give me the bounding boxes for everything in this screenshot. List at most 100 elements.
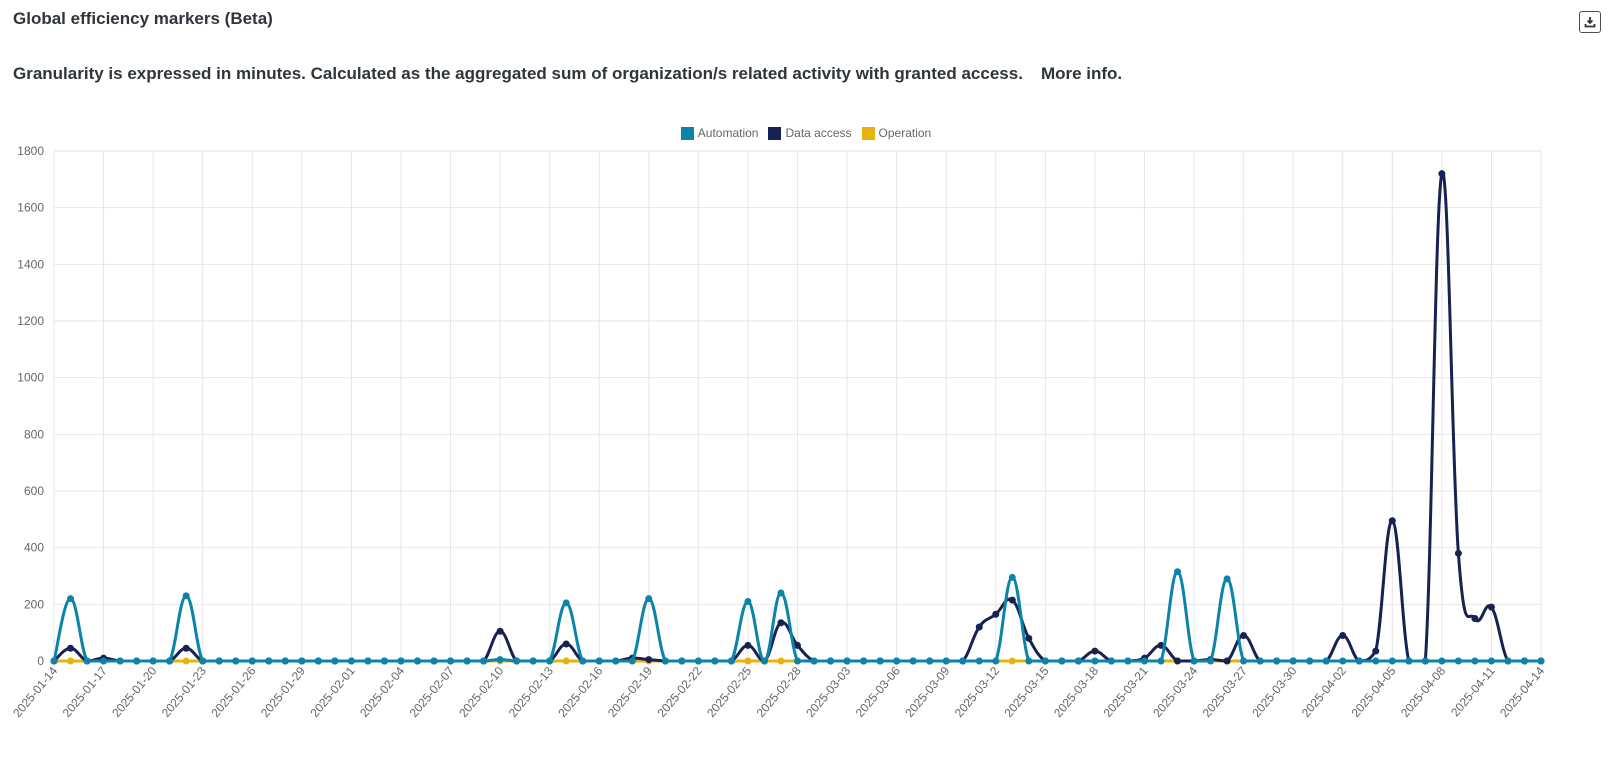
legend-item-automation[interactable]: Automation (680, 126, 759, 140)
x-tick-label: 2025-03-18 (1051, 664, 1101, 720)
data-point-automation (860, 657, 868, 665)
data-point-automation (1355, 657, 1363, 665)
legend-item-data-access[interactable]: Data access (768, 126, 852, 140)
y-tick-label: 800 (24, 427, 44, 441)
data-point-automation (232, 657, 240, 665)
data-point-automation (1091, 657, 1099, 665)
data-point-automation (347, 657, 355, 665)
data-point-automation (843, 657, 851, 665)
data-point-automation (1537, 657, 1545, 665)
data-point-data-access (1471, 615, 1479, 622)
data-point-operation (1008, 657, 1016, 665)
data-point-automation (727, 657, 735, 665)
data-point-automation (744, 598, 752, 605)
y-tick-label: 1400 (17, 257, 44, 271)
data-point-data-access (1438, 170, 1446, 178)
data-point-data-access (1372, 647, 1380, 655)
data-point-data-access (645, 656, 653, 664)
y-tick-label: 1800 (17, 144, 44, 158)
data-point-data-access (1240, 632, 1248, 639)
data-point-automation (364, 657, 372, 665)
x-tick-label: 2025-02-16 (555, 664, 605, 720)
data-point-automation (645, 595, 653, 603)
x-tick-label: 2025-03-27 (1200, 664, 1250, 720)
legend-label-automation: Automation (697, 126, 759, 140)
legend-swatch-operation (861, 126, 875, 140)
data-point-data-access (1388, 517, 1396, 525)
data-point-data-access (744, 641, 752, 649)
data-point-automation (1240, 657, 1248, 665)
data-point-automation (975, 657, 983, 665)
legend-item-operation[interactable]: Operation (861, 126, 931, 140)
data-point-automation (1041, 657, 1049, 665)
data-point-automation (1157, 657, 1165, 665)
data-point-data-access (1008, 596, 1016, 604)
data-point-automation (827, 657, 835, 665)
data-point-automation (1256, 657, 1264, 665)
data-point-automation (612, 657, 620, 665)
data-point-automation (281, 657, 289, 665)
data-point-automation (1388, 657, 1396, 665)
data-point-automation (331, 657, 339, 665)
x-tick-label: 2025-02-13 (506, 664, 556, 720)
x-tick-label: 2025-02-22 (654, 664, 704, 720)
data-point-operation (182, 657, 190, 665)
data-point-data-access (496, 627, 504, 635)
x-tick-label: 2025-03-03 (803, 664, 853, 720)
data-point-automation (1487, 657, 1495, 665)
data-point-automation (562, 599, 570, 607)
download-button[interactable] (1579, 11, 1601, 33)
data-point-operation (744, 657, 752, 665)
x-tick-label: 2025-04-14 (1497, 664, 1547, 720)
data-point-automation (1107, 657, 1115, 665)
x-tick-label: 2025-03-09 (902, 664, 952, 720)
data-point-data-access (1223, 657, 1231, 665)
x-tick-label: 2025-03-30 (1249, 664, 1299, 720)
x-tick-label: 2025-02-10 (456, 664, 506, 720)
data-point-automation (133, 657, 141, 665)
data-point-automation (67, 595, 75, 603)
data-point-automation (1074, 657, 1082, 665)
page-title: Global efficiency markers (Beta) (13, 9, 273, 28)
data-point-automation (430, 657, 438, 665)
data-point-automation (810, 657, 818, 665)
data-point-automation (1504, 657, 1512, 665)
data-point-automation (116, 657, 124, 665)
x-tick-label: 2025-01-20 (109, 664, 159, 720)
x-tick-label: 2025-04-11 (1448, 664, 1498, 720)
data-point-data-access (1025, 634, 1033, 642)
data-point-automation (1223, 575, 1231, 583)
data-point-automation (760, 657, 768, 665)
more-info-link[interactable]: More info. (1040, 64, 1123, 83)
description-text: Granularity is expressed in minutes. Cal… (13, 64, 1023, 83)
x-tick-label: 2025-01-26 (208, 664, 258, 720)
data-point-automation (480, 657, 488, 665)
data-point-automation (876, 657, 884, 665)
x-tick-label: 2025-02-04 (357, 664, 407, 720)
y-tick-label: 1600 (17, 201, 44, 215)
data-point-automation (893, 657, 901, 665)
data-point-automation (265, 657, 273, 665)
data-point-automation (926, 657, 934, 665)
data-point-automation (463, 657, 471, 665)
data-point-automation (694, 657, 702, 665)
data-point-automation (83, 657, 91, 665)
data-point-automation (50, 657, 58, 665)
data-point-automation (1174, 568, 1182, 576)
data-point-automation (1207, 657, 1215, 665)
data-point-operation (67, 657, 75, 665)
legend-swatch-data-access (768, 126, 782, 140)
data-point-automation (100, 657, 108, 665)
y-tick-label: 200 (24, 597, 44, 611)
data-point-operation (562, 657, 570, 665)
x-tick-label: 2025-04-02 (1299, 664, 1349, 720)
data-point-automation (1008, 573, 1016, 581)
x-tick-label: 2025-01-23 (159, 664, 209, 720)
data-point-automation (711, 657, 719, 665)
data-point-data-access (562, 640, 570, 648)
data-point-automation (1124, 657, 1132, 665)
data-point-data-access (1454, 549, 1462, 557)
x-tick-label: 2025-03-06 (853, 664, 903, 720)
data-point-automation (1454, 657, 1462, 665)
